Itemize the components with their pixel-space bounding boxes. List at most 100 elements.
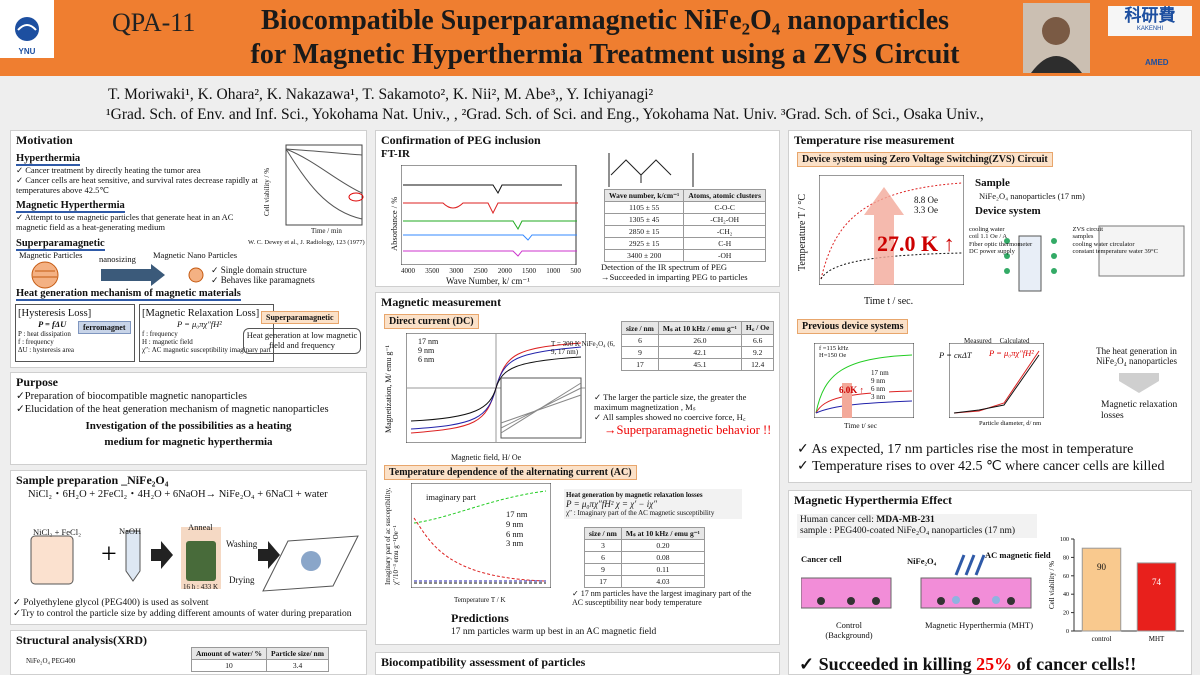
text: P = μ₀πχ″fH² [177, 319, 222, 330]
list-item: ✓ Polyethylene glycol (PEG400) is used a… [13, 598, 209, 608]
cell: 42.1 [657, 346, 742, 359]
element [1098, 225, 1185, 277]
logo-mark [15, 17, 39, 41]
element [403, 202, 578, 215]
element [500, 382, 582, 434]
text: Sample preparation _NiFe₂O₄ [16, 473, 169, 487]
list-item: ✓ Attempt to use magnetic particles that… [16, 212, 234, 233]
header-cell: Wave number, k/cm⁻¹ [603, 189, 685, 202]
table-header: size / nm Mₛ at 10 kHz / emu g⁻¹ [584, 527, 705, 540]
element: cooling water coil 1.1 Oe / A Fiber optic … [969, 226, 1169, 256]
table-row: 17 45.1 12.4 [621, 358, 775, 371]
table-header: size / nm Mₛ at 10 kHz / emu g⁻¹ H꜀ / Oe [621, 321, 775, 335]
text: Temperature rise measurement [794, 133, 955, 147]
text: χ″ : Imaginary part of the AC magnetic s… [566, 509, 715, 518]
list-item: ✓ Behaves like paramagnets [211, 275, 315, 286]
cell: 45.1 [657, 358, 742, 371]
cell: -OH [683, 249, 767, 262]
down-arrow [1119, 373, 1159, 393]
cell-figure [801, 554, 1032, 609]
list-item: cooling water [969, 226, 1005, 233]
text: →Superparamagnetic behavior !! [604, 423, 772, 437]
element: ✓ As expected, 17 nm particles rise the … [797, 441, 1165, 475]
element: ✓ Succeeded in killing 25% of cancer cel… [799, 654, 1136, 674]
text: Time / min [311, 227, 342, 235]
cell: 17 [621, 358, 659, 371]
element [972, 597, 980, 605]
element [30, 535, 74, 585]
list-item: DC power supply [969, 248, 1015, 256]
text: NiFe₂O₄ nanoparticles (17 nm) [979, 191, 1085, 201]
element: P : heat dissipation f : frequency ΔU : hy… [18, 330, 132, 354]
text: [Hysteresis Loss] [18, 308, 92, 319]
table: size / nm Mₛ at 10 kHz / emu g⁻¹ H꜀ / Oe 6 2… [621, 321, 775, 371]
list-item: constant temperature water 39°C [1072, 248, 1158, 256]
calc-figure [949, 343, 1044, 418]
text: Detection of the IR spectrum of PEG →Suc… [601, 262, 748, 282]
element: ✓Preparation of biocompatible magnetic n… [16, 390, 361, 416]
list-item: 6 nm [418, 355, 435, 365]
text: Device system [975, 205, 1041, 217]
prep-figure: + [30, 527, 359, 592]
magnetic-panel: Magnetic measurement Direct current (DC)… [375, 292, 780, 645]
element [1031, 17, 1082, 73]
cell: 6 [621, 334, 659, 347]
element: Amount of water/ % Particle size/ nm 10 3.4 [190, 647, 329, 672]
value-label: 74 [1152, 577, 1162, 587]
text: NaOH [119, 526, 142, 536]
element [817, 597, 825, 605]
text: AMED [1145, 58, 1169, 67]
cell: 0.11 [620, 563, 705, 576]
element [262, 535, 359, 592]
text: Previous device systems [797, 319, 909, 334]
value-label: 90 [1097, 562, 1107, 572]
bar [1136, 562, 1177, 632]
peg-panel: Confirmation of PEG inclusion FT-IR Abso… [375, 130, 780, 287]
text: Wave Number, k/ cm⁻¹ [446, 276, 530, 286]
text: Magnetic Hyperthermia (MHT) [924, 620, 1034, 630]
element: f : frequency H : magnetic field χ″: AC ma… [142, 330, 271, 354]
text: KAKENHI [1136, 26, 1164, 32]
element [1018, 235, 1042, 292]
element [815, 354, 913, 414]
list-item: 9 nm [418, 346, 435, 356]
viability-chart: 0 20 40 60 80 100 Cell viability / % 90 control 7… [1048, 537, 1184, 643]
cell: 3 [584, 539, 622, 552]
element [403, 234, 577, 241]
element [301, 551, 321, 571]
element [1007, 597, 1015, 605]
list-item: 17 nm [418, 337, 439, 346]
list-item: P : heat dissipation [18, 329, 71, 338]
header-cell: size / nm [621, 321, 659, 335]
text: Heat generation mechanism of magnetic ma… [16, 288, 241, 301]
element: ✓ Attempt to use magnetic particles that… [16, 213, 251, 233]
element [285, 148, 363, 220]
element: [Hysteresis Loss] P = fΔU ferromagnet P … [15, 304, 135, 362]
list-item: samples [1072, 233, 1094, 241]
list-item: ✓ Cancer cells are heat sensitive, and s… [16, 174, 258, 195]
text: Magnetic measurement [381, 295, 502, 309]
list-item: ✓ Temperature rises to over 42.5 ℃ where… [797, 459, 1165, 474]
cell: 4.03 [620, 575, 705, 588]
element [820, 182, 963, 280]
text: Time t/ sec [844, 421, 878, 430]
element [937, 597, 945, 605]
text: AC magnetic field [985, 550, 1051, 560]
photo [1023, 3, 1090, 73]
text: NiFe₂O₄ [907, 556, 937, 566]
element [1004, 253, 1010, 259]
element [31, 261, 59, 289]
text: ✓ 17 nm particles have the largest imagi… [572, 589, 752, 608]
table-row: 1305 ± 45 -CH₂-OH [603, 213, 767, 226]
text: Motivation [16, 133, 73, 147]
table-row: 3 0.20 [584, 539, 705, 552]
text: ¹Grad. Sch. of Env. and Inf. Sci., Yokoh… [106, 106, 984, 123]
element: Measured Calculated [964, 337, 1030, 345]
element [1042, 17, 1070, 45]
element: Human cancer cell: MDA-MB-231 sample : P… [797, 514, 1037, 538]
list-item: cooling water circulator [1072, 240, 1135, 248]
list-item: ✓ All samples showed no coercive force, … [594, 411, 746, 422]
element [403, 220, 577, 231]
header-cell: size / nm [584, 527, 622, 540]
text: Purpose [16, 375, 58, 389]
